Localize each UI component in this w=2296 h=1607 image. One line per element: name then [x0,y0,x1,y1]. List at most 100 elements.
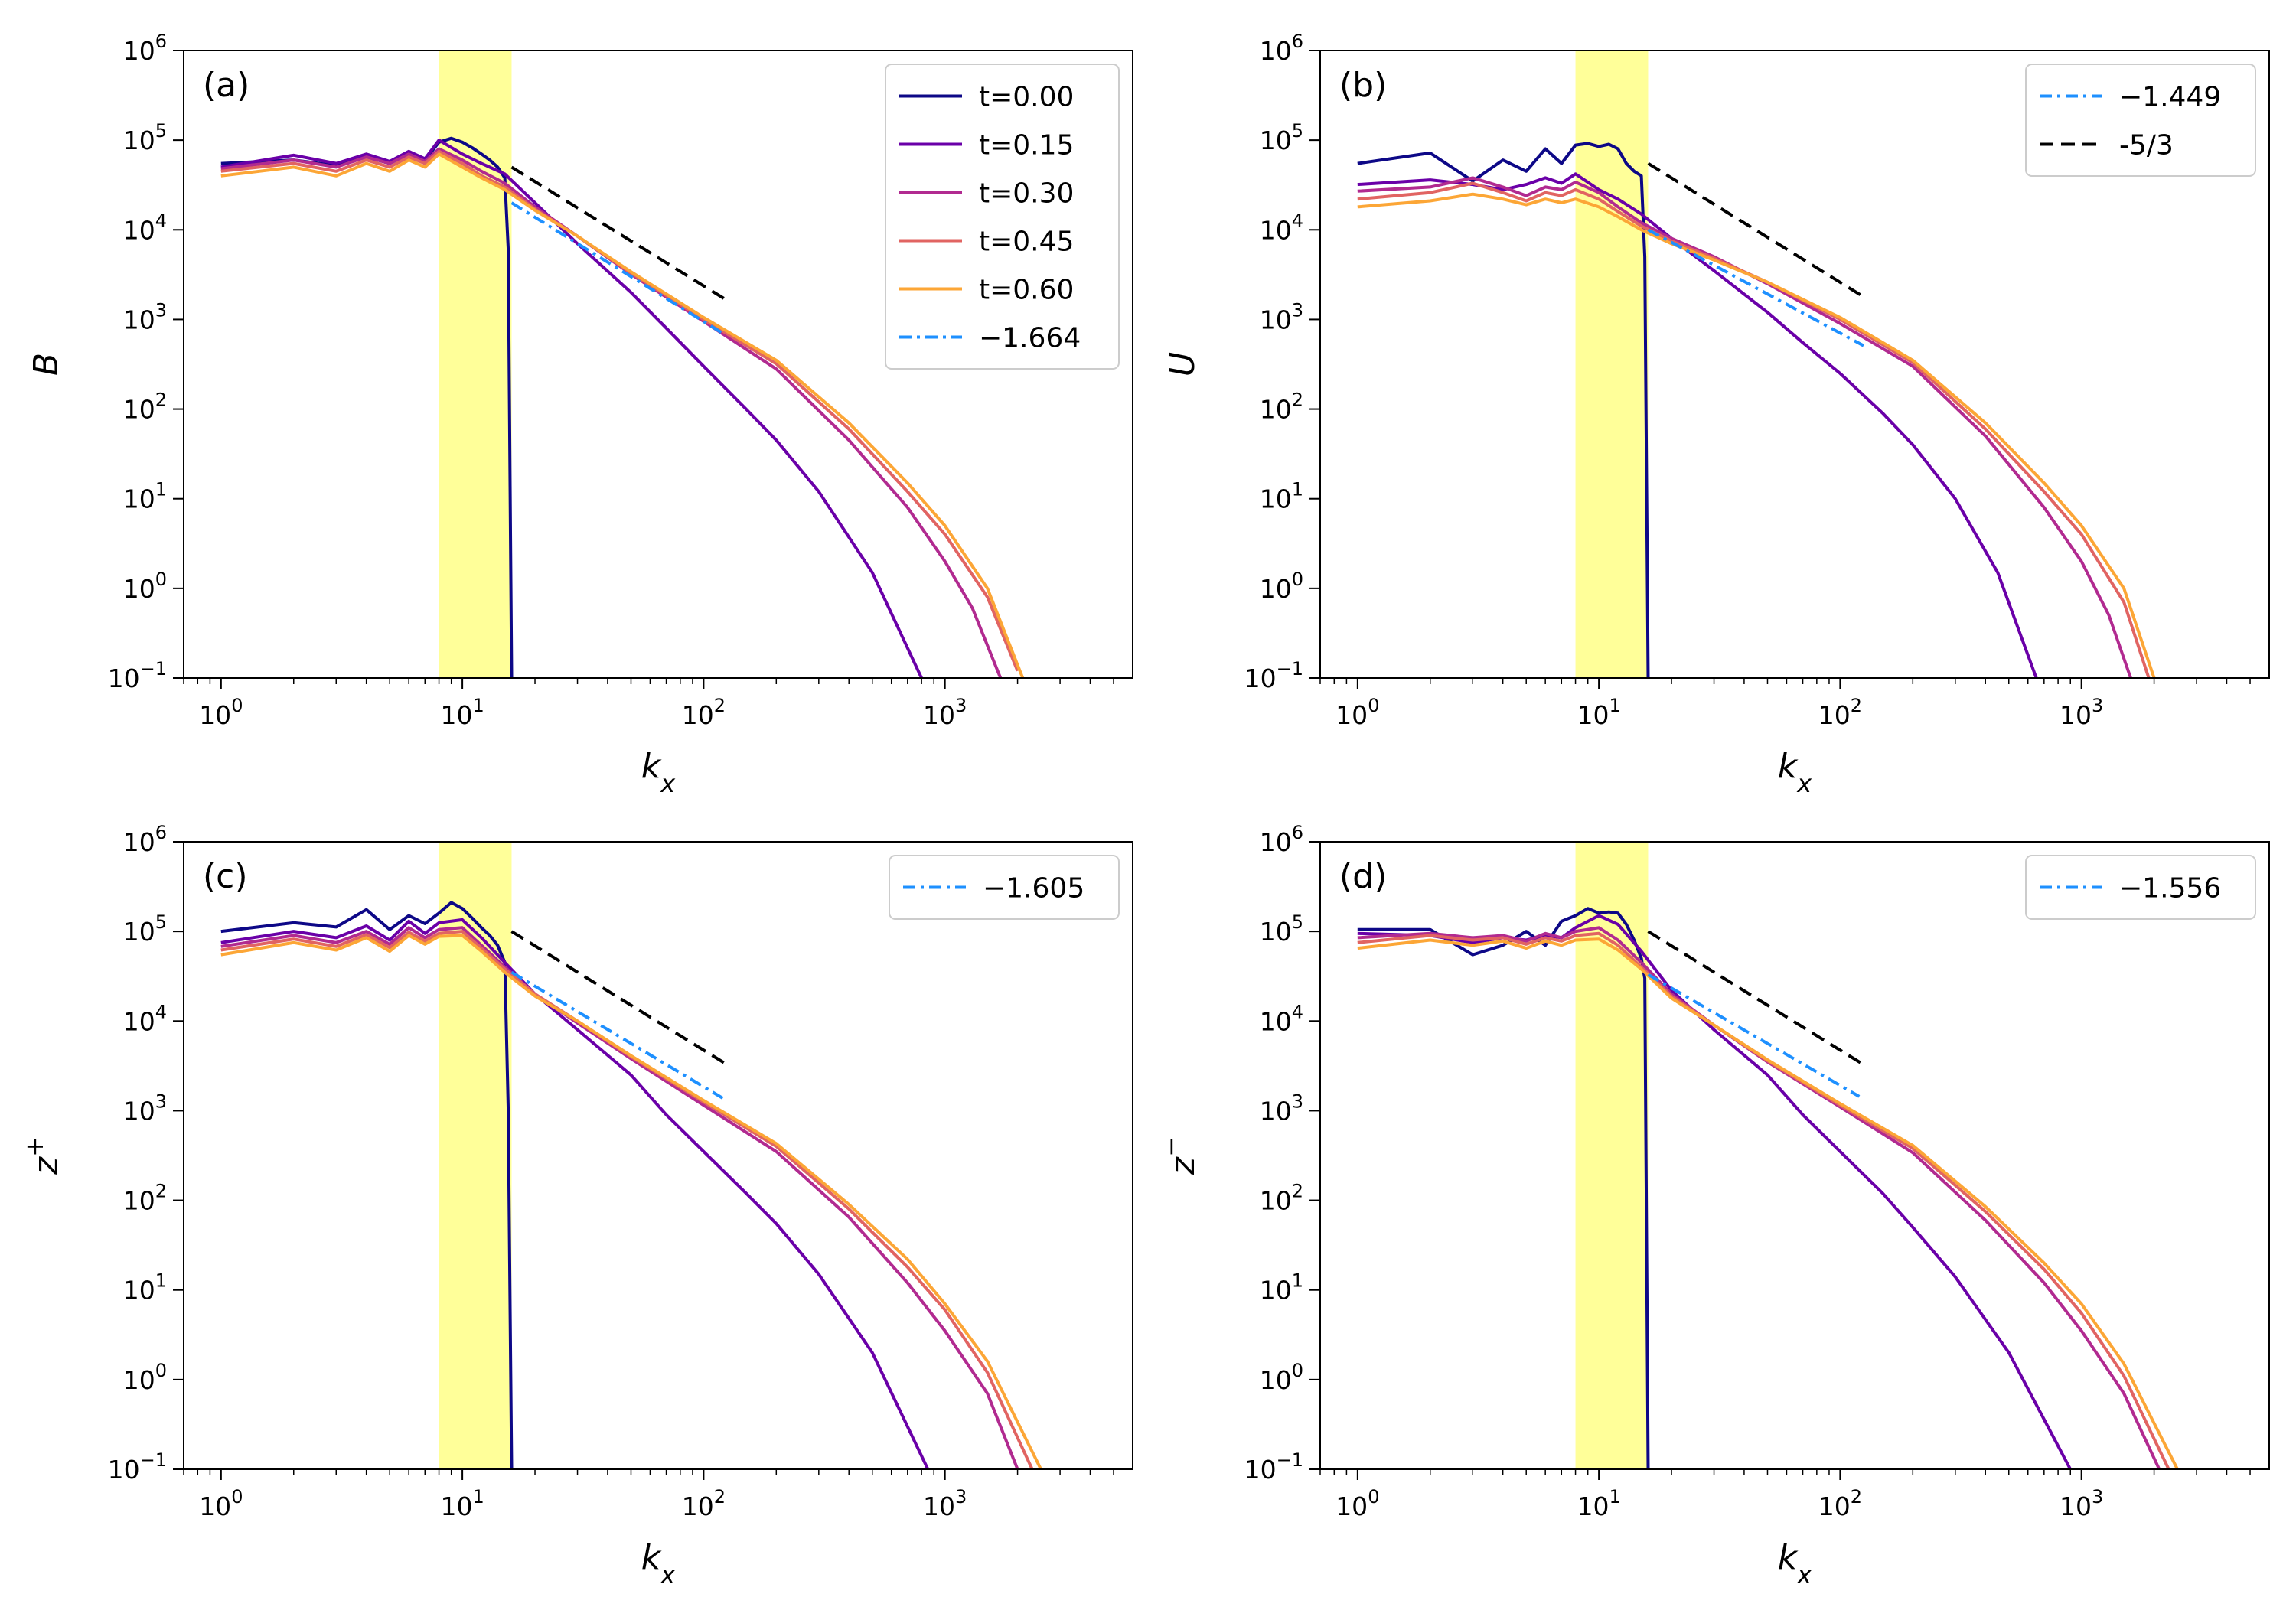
series-line-t030 [220,147,1003,678]
legend-box [2025,855,2256,920]
y-tick-label: 101 [123,1270,167,1305]
ticks: 100 101 102 103 10−1 100 101 102 103 104 105 106 [108,31,1114,730]
y-tick-label: 103 [1260,299,1303,334]
panel-b: 100 101 102 103 10−1 100 101 102 103 104 105 106 −1… [1163,31,2270,798]
x-tick-label: 102 [1818,695,1862,730]
legend-label: t=0.30 [979,178,1074,210]
y-tick-label: 103 [123,299,167,334]
fit-line [1647,228,1864,347]
panel-label: (c) [203,857,248,896]
axes-frame [183,841,1133,1470]
y-tick-label: 103 [1260,1090,1303,1126]
plot-area [1357,907,2179,1469]
x-tick-label: 103 [923,1486,967,1521]
legend-label: t=0.60 [979,275,1074,306]
legend-label: −1.556 [2119,873,2221,905]
x-tick-label: 100 [1336,695,1379,730]
ticks: 100 101 102 103 10−1 100 101 102 103 104 105 106 [1244,31,2251,730]
panel-label: (b) [1339,66,1387,105]
plot-area [220,136,1025,678]
x-tick-label: 101 [440,695,484,730]
y-axis-label: U [1163,352,1202,376]
y-tick-label: 103 [123,1090,167,1126]
series-line-t000 [1357,142,1650,678]
legend-label: -5/3 [2119,130,2174,161]
y-tick-label: 10−1 [108,658,167,693]
y-tick-label: 106 [123,31,167,66]
y-axis-label: z− [1156,1136,1202,1175]
legend: −1.556 [2025,855,2256,920]
x-tick-label: 101 [1577,695,1620,730]
y-tick-label: 100 [123,569,167,604]
y-tick-label: 101 [123,479,167,514]
fit-line [1647,973,1861,1098]
y-tick-label: 104 [1260,210,1303,245]
panel-d: 100 101 102 103 10−1 100 101 102 103 104 105 106 −1… [1156,822,2270,1589]
x-tick-label: 100 [1336,1486,1379,1521]
x-tick-label: 101 [440,1486,484,1521]
ticks: 100 101 102 103 10−1 100 101 102 103 104 105 106 [1244,822,2251,1521]
series-line-t000 [220,901,514,1469]
legend-label: −1.664 [979,323,1081,354]
y-tick-label: 101 [1260,1270,1303,1305]
y-tick-label: 105 [123,911,167,947]
y-tick-label: 100 [123,1360,167,1395]
x-tick-label: 102 [682,1486,726,1521]
y-tick-label: 105 [1260,120,1303,155]
series-line-t045 [1357,931,2170,1469]
series-line-t060 [220,152,1025,678]
axes-frame [183,50,1133,679]
series-line-t060 [1357,937,2179,1469]
x-tick-label: 103 [2060,1486,2103,1521]
legend-box [889,855,1120,920]
y-tick-label: 105 [1260,911,1303,947]
panel-a: 100 101 102 103 10−1 100 101 102 103 104 105 106 t=… [27,31,1133,798]
legend-label: t=0.45 [979,227,1074,258]
legend-box [885,64,1120,370]
series-line-t045 [1357,181,2151,678]
y-tick-label: 102 [1260,390,1303,425]
x-tick-label: 102 [1818,1486,1862,1521]
y-axis-label: z+ [20,1136,66,1175]
series-line-t060 [1357,192,2156,678]
highlight-band [439,51,512,678]
fit-line [510,970,724,1100]
x-tick-label: 101 [1577,1486,1620,1521]
y-axis-label: B [27,353,66,376]
y-tick-label: 105 [123,120,167,155]
legend-box [2025,64,2256,177]
y-tick-label: 10−1 [1244,1449,1303,1485]
y-tick-label: 104 [123,1001,167,1036]
plot-area [1357,142,2156,678]
highlight-band [1575,51,1649,678]
y-tick-label: 100 [1260,1360,1303,1395]
y-tick-label: 102 [1260,1181,1303,1216]
y-tick-label: 100 [1260,569,1303,604]
x-tick-label: 103 [923,695,967,730]
highlight-band-rect [439,51,512,678]
legend-label: t=0.15 [979,130,1074,161]
legend: t=0.00 t=0.15 t=0.30 t=0.45 t=0.60 −1.664 [885,64,1120,370]
x-axis-label: kx [1778,747,1812,798]
x-axis-label: kx [641,747,676,798]
x-tick-label: 100 [199,695,243,730]
y-tick-label: 102 [123,390,167,425]
legend-label: −1.605 [983,873,1084,905]
x-axis-label: kx [1778,1538,1812,1589]
plot-area [220,901,1042,1469]
fit-line [510,201,724,335]
legend-label: t=0.00 [979,82,1074,113]
series-line-t060 [220,934,1042,1469]
y-tick-label: 106 [1260,822,1303,857]
series-line-t015 [220,918,930,1469]
highlight-band-rect [1575,51,1649,678]
y-tick-label: 102 [123,1181,167,1216]
series-line-t045 [220,930,1034,1469]
axes-frame [1319,841,2270,1470]
panel-c: 100 101 102 103 10−1 100 101 102 103 104 105 106 −1… [20,822,1133,1589]
y-tick-label: 106 [123,822,167,857]
x-axis-label: kx [641,1538,676,1589]
y-tick-label: 104 [1260,1001,1303,1036]
y-tick-label: 101 [1260,479,1303,514]
